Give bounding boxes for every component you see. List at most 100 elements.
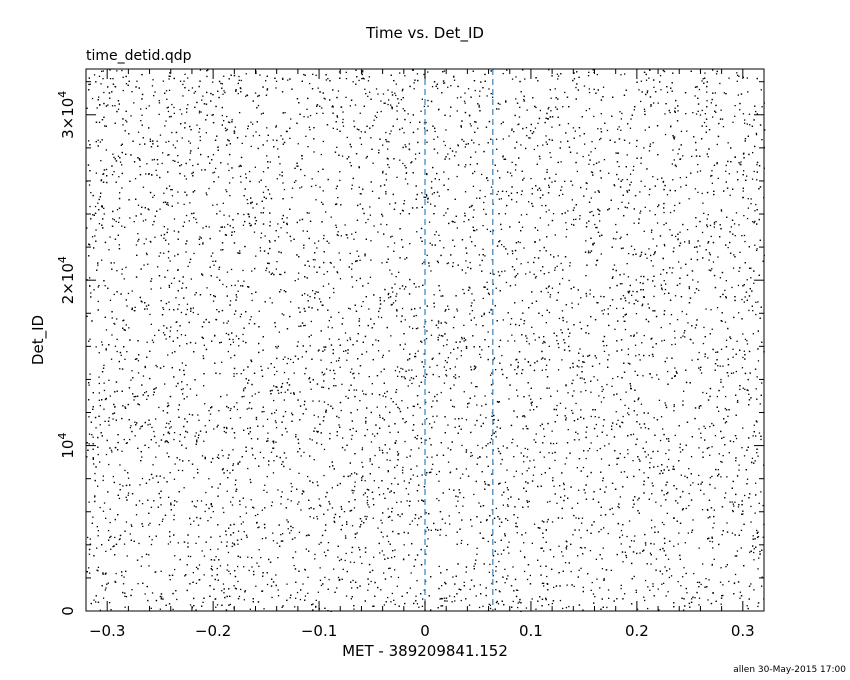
scatter-point xyxy=(409,379,411,381)
scatter-point xyxy=(163,477,165,479)
scatter-point xyxy=(420,441,423,444)
scatter-point xyxy=(173,514,175,516)
scatter-point xyxy=(650,260,652,262)
scatter-point xyxy=(502,72,504,75)
scatter-point xyxy=(673,247,675,249)
scatter-point xyxy=(173,230,175,232)
scatter-point xyxy=(663,523,665,526)
scatter-point xyxy=(177,202,179,204)
scatter-point xyxy=(474,424,476,426)
scatter-point xyxy=(317,240,320,242)
scatter-point xyxy=(316,518,319,520)
scatter-point xyxy=(385,173,387,175)
scatter-point xyxy=(452,327,455,329)
scatter-point xyxy=(104,420,106,422)
scatter-point xyxy=(683,609,685,611)
scatter-point xyxy=(443,140,445,143)
scatter-point xyxy=(750,198,752,200)
scatter-point xyxy=(391,592,393,595)
scatter-point xyxy=(88,433,91,435)
scatter-point xyxy=(473,493,475,496)
scatter-point xyxy=(231,119,233,121)
scatter-point xyxy=(274,420,277,422)
scatter-point xyxy=(411,520,413,522)
scatter-point xyxy=(624,73,626,75)
scatter-point xyxy=(543,336,545,338)
scatter-point xyxy=(572,127,575,129)
scatter-point xyxy=(297,143,299,145)
scatter-point xyxy=(637,499,639,501)
scatter-point xyxy=(515,201,518,203)
scatter-point xyxy=(97,300,99,303)
scatter-point xyxy=(390,236,392,238)
scatter-point xyxy=(404,343,406,345)
scatter-point xyxy=(463,340,465,342)
scatter-point xyxy=(414,153,417,155)
scatter-point xyxy=(103,207,105,209)
chart-title: Time vs. Det_ID xyxy=(365,24,484,43)
scatter-point xyxy=(228,169,230,172)
scatter-point xyxy=(622,415,624,418)
scatter-point xyxy=(710,235,712,238)
scatter-point xyxy=(562,482,565,484)
scatter-point xyxy=(626,535,628,538)
scatter-point xyxy=(351,233,353,235)
scatter-point xyxy=(495,507,497,510)
scatter-point xyxy=(596,379,599,381)
scatter-point xyxy=(699,369,701,371)
scatter-point xyxy=(158,100,160,102)
scatter-point xyxy=(698,428,700,430)
scatter-point xyxy=(754,512,756,514)
scatter-point xyxy=(198,419,200,421)
scatter-point xyxy=(700,489,702,491)
scatter-point xyxy=(239,252,241,254)
scatter-point xyxy=(150,288,152,290)
scatter-point xyxy=(382,493,385,495)
scatter-point xyxy=(609,305,611,307)
scatter-point xyxy=(193,252,195,255)
scatter-point xyxy=(561,551,563,553)
scatter-point xyxy=(166,98,168,100)
scatter-point xyxy=(743,215,745,217)
scatter-point xyxy=(464,92,466,94)
scatter-point xyxy=(713,558,715,560)
scatter-point xyxy=(409,587,411,589)
scatter-point xyxy=(756,452,758,454)
scatter-point xyxy=(226,541,228,543)
scatter-point xyxy=(437,261,439,264)
scatter-point xyxy=(756,113,758,115)
scatter-point xyxy=(162,518,164,520)
scatter-point xyxy=(243,388,245,390)
scatter-point xyxy=(478,502,480,504)
scatter-point xyxy=(99,609,101,611)
scatter-point xyxy=(650,338,652,340)
scatter-point xyxy=(121,574,123,577)
scatter-point xyxy=(116,70,118,72)
scatter-point xyxy=(148,105,150,107)
scatter-point xyxy=(565,607,568,609)
scatter-point xyxy=(565,222,567,224)
scatter-point xyxy=(433,421,436,423)
scatter-point xyxy=(620,398,622,401)
scatter-point xyxy=(636,608,639,610)
scatter-point xyxy=(464,146,466,148)
scatter-point xyxy=(615,223,617,226)
scatter-point xyxy=(167,441,169,444)
scatter-point xyxy=(137,204,140,206)
scatter-point xyxy=(398,408,401,410)
scatter-point xyxy=(660,89,662,91)
scatter-point xyxy=(103,382,105,384)
scatter-point xyxy=(460,355,462,357)
scatter-point xyxy=(594,191,596,193)
scatter-point xyxy=(666,466,668,468)
scatter-point xyxy=(352,492,354,494)
scatter-point xyxy=(600,295,602,298)
scatter-point xyxy=(571,409,573,412)
scatter-point xyxy=(523,542,525,544)
scatter-point xyxy=(653,86,655,88)
scatter-point xyxy=(216,276,218,278)
scatter-point xyxy=(674,136,676,138)
scatter-point xyxy=(674,434,676,437)
scatter-point xyxy=(580,297,582,299)
scatter-point xyxy=(653,417,655,419)
